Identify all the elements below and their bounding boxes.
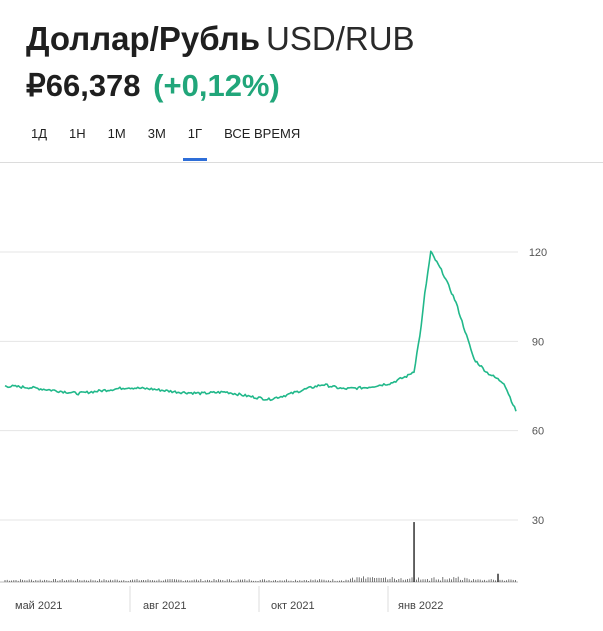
x-axis: май 2021 авг 2021 окт 2021 янв 2022	[15, 586, 443, 612]
y-tick-label: 120	[529, 247, 547, 259]
header: Доллар/Рубль USD/RUB ₽66,378 (+0,12%)	[26, 18, 415, 106]
tab-all-time[interactable]: ВСЕ ВРЕМЯ	[213, 118, 311, 162]
tab-all-time-label: ВСЕ ВРЕМЯ	[224, 126, 301, 141]
tab-1d[interactable]: 1Д	[20, 118, 58, 162]
x-tick-label: май 2021	[15, 600, 62, 612]
y-tick-label: 60	[532, 426, 544, 438]
tab-1m-label: 1М	[107, 126, 126, 141]
tab-1w[interactable]: 1Н	[58, 118, 97, 162]
volume-bars	[0, 522, 518, 583]
price-change: (+0,12%)	[153, 68, 280, 103]
title-row: Доллар/Рубль USD/RUB	[26, 18, 415, 60]
pair-ticker: USD/RUB	[266, 20, 415, 57]
x-tick-label: окт 2021	[271, 600, 315, 612]
price-line	[4, 250, 517, 412]
tab-1d-label: 1Д	[31, 126, 48, 141]
grid-lines	[0, 251, 518, 521]
price-row: ₽66,378 (+0,12%)	[26, 66, 415, 106]
pair-title: Доллар/Рубль	[26, 20, 261, 57]
divider	[0, 162, 603, 163]
period-tabs: 1Д 1Н 1М 3М 1Г ВСЕ ВРЕМЯ	[20, 118, 311, 162]
y-tick-label: 90	[532, 336, 544, 348]
x-tick-label: авг 2021	[143, 600, 187, 612]
tab-1m[interactable]: 1М	[97, 118, 137, 162]
tab-1y-label: 1Г	[187, 126, 203, 141]
tab-1w-label: 1Н	[69, 126, 86, 141]
tab-3m-label: 3М	[147, 126, 166, 141]
y-tick-label: 30	[532, 515, 544, 527]
tab-1y[interactable]: 1Г	[177, 118, 213, 162]
price-line-layer	[4, 250, 517, 412]
y-tick-labels: 120 90 60 30	[529, 247, 547, 527]
current-price: ₽66,378	[26, 68, 141, 103]
tab-3m[interactable]: 3М	[137, 118, 177, 162]
price-chart[interactable]: 120 90 60 30 май 2021 авг 2021 окт 2021 янв 20…	[0, 170, 603, 625]
x-tick-label: янв 2022	[398, 600, 443, 612]
